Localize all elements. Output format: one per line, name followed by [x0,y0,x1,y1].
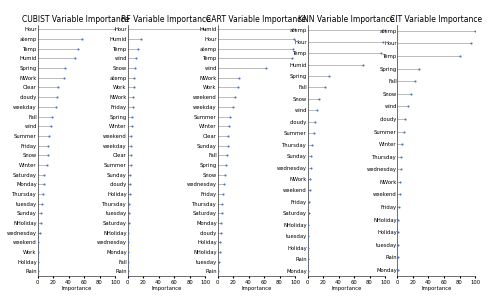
Title: RF Variable Importance: RF Variable Importance [122,15,211,24]
X-axis label: Importance: Importance [421,286,452,291]
X-axis label: Importance: Importance [241,286,272,291]
X-axis label: Importance: Importance [151,286,182,291]
Title: CART Variable Importance: CART Variable Importance [206,15,306,24]
X-axis label: Importance: Importance [61,286,92,291]
Title: CIT Variable Importance: CIT Variable Importance [390,15,482,24]
X-axis label: Importance: Importance [331,286,362,291]
Title: KNN Variable Importance: KNN Variable Importance [298,15,394,24]
Title: CUBIST Variable Importance: CUBIST Variable Importance [22,15,130,24]
